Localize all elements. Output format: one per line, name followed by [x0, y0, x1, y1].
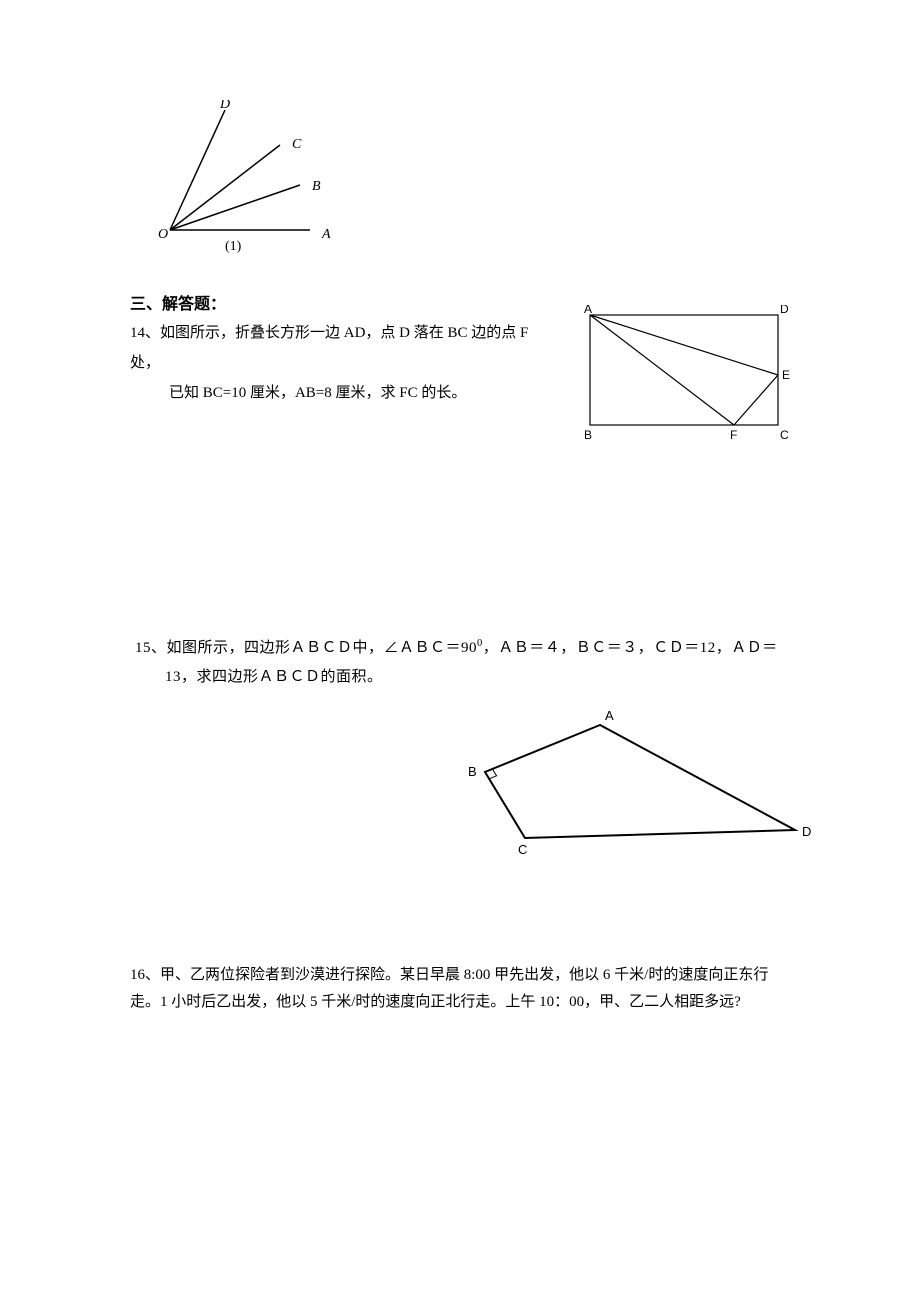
- svg-text:A: A: [584, 305, 592, 316]
- svg-text:A: A: [605, 710, 614, 723]
- q14-line1: 如图所示，折叠长方形一边 AD，点 D 落在 BC 边的点 F 处，: [130, 325, 528, 371]
- question-14: 14、如图所示，折叠长方形一边 AD，点 D 落在 BC 边的点 F 处， 已知…: [130, 318, 560, 408]
- q14-number: 14、: [130, 325, 160, 341]
- svg-text:B: B: [312, 179, 321, 194]
- svg-text:F: F: [730, 428, 737, 442]
- figure-q14: A D B C F E: [580, 305, 795, 445]
- svg-text:C: C: [518, 842, 527, 857]
- svg-text:O: O: [158, 227, 168, 242]
- svg-text:B: B: [584, 428, 592, 442]
- figure-q15-svg: A B C D: [420, 710, 820, 860]
- figure-1-svg: O A B C D (1): [150, 100, 350, 260]
- q15-line1b: ，ＡＢ＝４，ＢＣ＝３，ＣＤ＝12，ＡＤ＝: [483, 640, 778, 656]
- figure-q14-svg: A D B C F E: [580, 305, 795, 445]
- figure-1: O A B C D (1): [150, 100, 350, 260]
- q15-line1a: 如图所示，四边形ＡＢＣＤ中，∠ＡＢＣ＝90: [167, 640, 478, 656]
- question-16: 16、甲、乙两位探险者到沙漠进行探险。某日早晨 8:00 甲先出发，他以 6 千…: [130, 962, 780, 1016]
- svg-text:A: A: [321, 227, 331, 242]
- svg-text:D: D: [780, 305, 789, 316]
- q15-line2: 13，求四边形ＡＢＣＤ的面积。: [165, 669, 383, 685]
- q15-number: 15、: [135, 640, 167, 656]
- q14-line2: 已知 BC=10 厘米，AB=8 厘米，求 FC 的长。: [169, 385, 466, 401]
- section-3-heading: 三、解答题：: [130, 290, 226, 314]
- svg-text:E: E: [782, 368, 790, 382]
- svg-text:C: C: [780, 428, 789, 442]
- svg-text:C: C: [292, 137, 302, 152]
- figure-q15: A B C D: [420, 710, 820, 860]
- q16-text: 甲、乙两位探险者到沙漠进行探险。某日早晨 8:00 甲先出发，他以 6 千米/时…: [130, 967, 768, 1010]
- svg-text:(1): (1): [225, 239, 242, 254]
- svg-text:D: D: [802, 824, 811, 839]
- svg-text:D: D: [219, 100, 230, 112]
- svg-text:B: B: [468, 764, 477, 779]
- q16-number: 16、: [130, 967, 160, 983]
- question-15: 15、如图所示，四边形ＡＢＣＤ中，∠ＡＢＣ＝900，ＡＢ＝４，ＢＣ＝３，ＣＤ＝1…: [135, 634, 780, 691]
